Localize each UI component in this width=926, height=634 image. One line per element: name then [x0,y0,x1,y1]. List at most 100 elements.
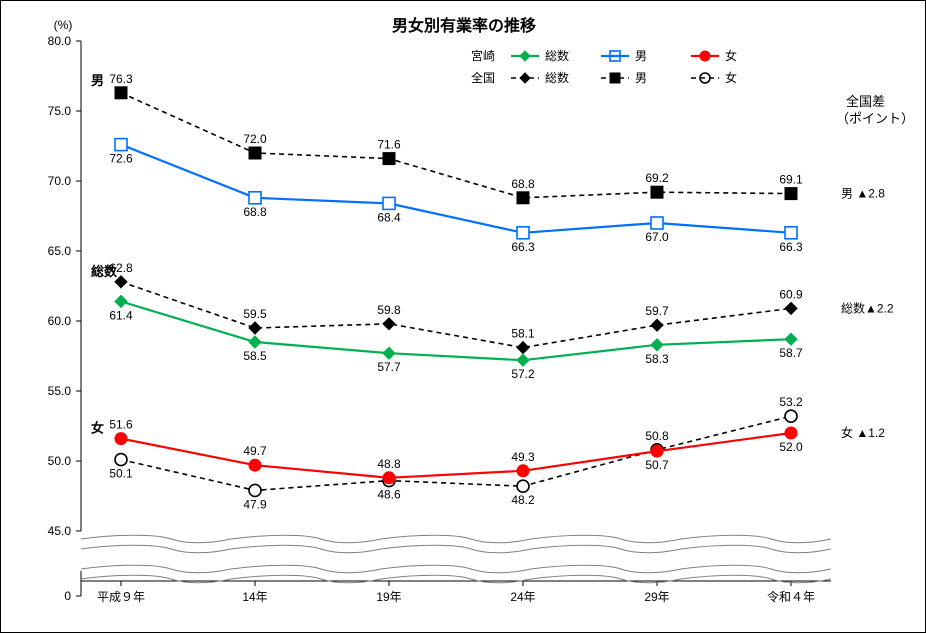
marker-diamond [785,302,797,314]
data-label: 57.2 [511,367,535,381]
data-label: 68.8 [243,205,267,219]
right-annot-row: 総数▲2.2 [841,300,894,315]
data-label: 58.1 [511,327,535,341]
series-group-label: 男 [91,73,104,88]
series-group-label: 総数 [91,264,118,279]
data-label: 59.5 [243,307,267,321]
data-label: 72.6 [109,152,133,166]
marker-circle-open [249,484,261,496]
marker-diamond [249,336,261,348]
marker-square [517,192,529,204]
marker-diamond [383,347,395,359]
data-label: 67.0 [645,230,669,244]
marker-circle-open [517,480,529,492]
marker-square-open [115,139,127,151]
legend-label: 男 [635,71,647,85]
axis-break-wave [81,565,831,573]
marker-diamond [651,339,663,351]
data-label: 59.7 [645,304,669,318]
right-annot-row: 女 ▲1.2 [841,425,885,440]
right-annot-header: （ポイント） [836,111,914,126]
series-line-miyazaki_total [121,301,791,360]
marker-circle [785,427,797,439]
data-label: 52.0 [779,440,803,454]
data-label: 50.7 [645,458,669,472]
marker-diamond [517,354,529,366]
marker-square-open [249,192,261,204]
data-label: 49.3 [511,450,535,464]
data-label: 59.8 [377,303,401,317]
y-tick-label: 70.0 [48,174,72,188]
marker-diamond [517,342,529,354]
data-label: 69.1 [779,173,803,187]
data-label: 48.8 [377,457,401,471]
marker-square-open [651,217,663,229]
y-tick-label: 55.0 [48,384,72,398]
legend-label: 総数 [545,70,569,85]
legend-label: 総数 [545,48,569,63]
series-group-label: 女 [91,421,104,436]
y-tick-label: 45.0 [48,524,72,538]
marker-diamond [651,319,663,331]
data-label: 50.1 [109,467,133,481]
marker-circle-open [785,410,797,422]
x-tick-label: 14年 [242,590,267,604]
data-label: 68.8 [511,177,535,191]
x-tick-label: 19年 [376,590,401,604]
marker-square-open [383,197,395,209]
legend-label: 女 [725,48,737,63]
data-label: 69.2 [645,171,669,185]
data-label: 72.0 [243,132,267,146]
data-label: 58.3 [645,352,669,366]
axis-break-wave [81,535,831,543]
marker-square [651,186,663,198]
data-label: 68.4 [377,210,401,224]
axis-break-wave [81,575,831,583]
data-label: 48.2 [511,493,535,507]
data-label: 76.3 [109,72,133,86]
x-tick-label: 24年 [510,590,535,604]
marker-diamond [383,318,395,330]
marker-square-open [785,227,797,239]
data-label: 61.4 [109,308,133,322]
data-label: 50.8 [645,429,669,443]
data-label: 53.2 [779,395,803,409]
marker-circle [249,459,261,471]
marker-circle [517,465,529,477]
x-tick-label: 平成９年 [97,590,145,604]
chart-container: 男女別有業率の推移(%)045.050.055.060.065.070.075.… [0,0,926,633]
y-tick-label: 80.0 [48,34,72,48]
series-line-miyazaki_f [121,433,791,478]
data-label: 48.6 [377,488,401,502]
data-label: 60.9 [779,287,803,301]
right-annot-header: 全国差 [846,94,885,109]
legend-group-label: 全国 [471,70,495,85]
marker-diamond [249,322,261,334]
series-line-zenkoku_m [121,93,791,198]
y-tick-label: 75.0 [48,104,72,118]
y-tick-label: 60.0 [48,314,72,328]
y-axis-unit: (%) [54,18,73,32]
legend-label: 男 [635,49,647,63]
marker-circle [383,472,395,484]
marker-circle [651,445,663,457]
data-label: 66.3 [779,240,803,254]
marker-square [115,87,127,99]
marker-circle-open [115,454,127,466]
series-line-zenkoku_f [121,416,791,490]
data-label: 66.3 [511,240,535,254]
marker-diamond [785,333,797,345]
series-line-miyazaki_m [121,145,791,233]
data-label: 58.7 [779,346,803,360]
y-tick-label: 65.0 [48,244,72,258]
marker-square [383,153,395,165]
marker-circle [115,433,127,445]
data-label: 57.7 [377,360,401,374]
marker-square [785,188,797,200]
marker-square-open [517,227,529,239]
line-chart: 男女別有業率の推移(%)045.050.055.060.065.070.075.… [1,1,926,634]
legend-label: 女 [725,70,737,85]
right-annot-row: 男 ▲2.8 [841,187,885,201]
marker-square [249,147,261,159]
marker-diamond [115,295,127,307]
